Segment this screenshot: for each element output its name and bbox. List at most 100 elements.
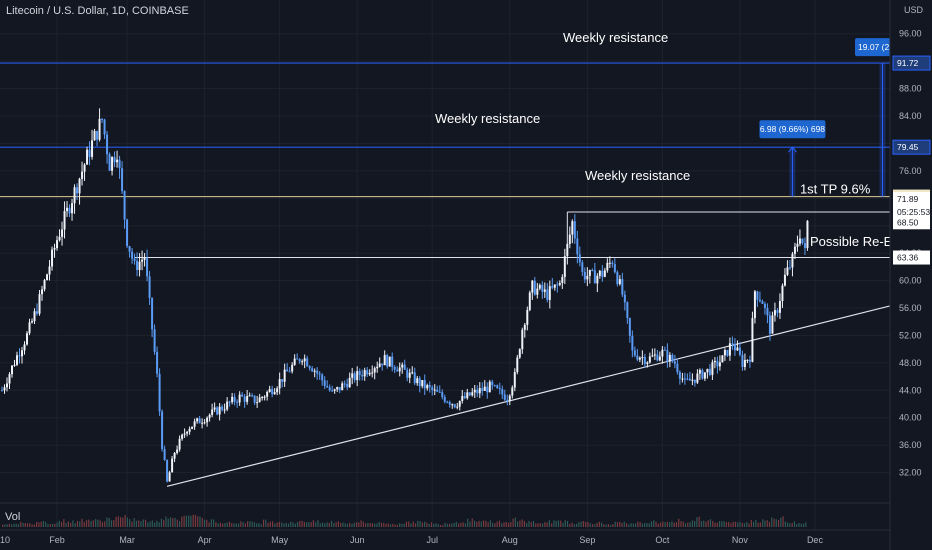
volume-bar <box>310 522 312 527</box>
volume-bar <box>226 522 228 527</box>
volume-label: Vol <box>5 511 20 523</box>
volume-bar <box>625 523 628 527</box>
volume-bar <box>596 522 598 527</box>
volume-bar <box>748 523 750 527</box>
volume-bar <box>428 523 430 527</box>
candle-body <box>321 374 324 381</box>
volume-bar <box>589 523 591 527</box>
candle-body <box>513 372 516 388</box>
x-tick-label: Nov <box>732 535 749 545</box>
candle-body <box>158 373 161 412</box>
candle-body <box>496 385 499 389</box>
candle-body <box>6 383 9 388</box>
volume-bar <box>271 521 274 527</box>
volume-bar <box>26 523 29 527</box>
candle-body <box>461 396 464 401</box>
price-tag-box <box>893 192 930 207</box>
y-tick-label: 40.00 <box>899 413 922 423</box>
candle-body <box>791 253 794 268</box>
volume-bar <box>81 518 83 527</box>
volume-bar <box>83 522 85 527</box>
volume-bar <box>573 524 575 527</box>
price-tag-box <box>892 139 931 155</box>
volume-bar <box>135 520 138 527</box>
candle-body <box>721 355 724 363</box>
candle-body <box>196 418 199 422</box>
volume-bar <box>489 520 492 527</box>
candle-body <box>733 344 736 351</box>
volume-bar <box>42 520 45 527</box>
candle-body <box>518 349 521 358</box>
annotations: Weekly resistance Weekly resistance Weekly… <box>435 30 914 249</box>
candle-body <box>113 157 116 163</box>
candle-body <box>291 364 294 372</box>
volume-bar <box>383 523 385 527</box>
volume-bar <box>480 521 482 527</box>
volume-bar <box>410 523 412 527</box>
volume-bar <box>437 524 439 527</box>
volume-bar <box>394 524 396 527</box>
volume-bar <box>79 521 81 527</box>
volume-bar <box>507 522 510 527</box>
volume-bar <box>113 520 115 527</box>
candle-body <box>86 149 89 165</box>
volume-bar <box>117 516 119 527</box>
volume-bar <box>782 516 784 527</box>
candle-body <box>531 280 534 293</box>
candle-body <box>401 364 404 368</box>
volume-bar <box>269 521 271 527</box>
candle-body <box>558 283 561 285</box>
volume-bar <box>791 522 793 527</box>
volume-bar <box>439 524 442 527</box>
candle-body <box>773 310 776 316</box>
volume-bar <box>458 523 460 527</box>
volume-bar <box>557 520 560 527</box>
volume-bar <box>301 520 303 527</box>
grid <box>0 0 890 530</box>
volume-bar <box>405 521 408 527</box>
volume-bar <box>235 523 237 527</box>
candle-body <box>18 355 21 357</box>
volume-bar <box>371 523 374 527</box>
time-axis[interactable]: Feb Mar Apr May Jun Jul Aug Sep Oct Nov Dec 10 <box>0 535 823 545</box>
candle-body <box>41 289 44 295</box>
volume-bar <box>129 519 131 527</box>
resistance-levels <box>0 62 890 259</box>
volume-bar <box>607 524 609 527</box>
candle-body <box>226 401 229 410</box>
candle-body <box>451 404 454 406</box>
candle-body <box>453 404 456 408</box>
candle-body <box>421 380 424 387</box>
volume-bar <box>408 521 410 527</box>
y-tick-label: 52.00 <box>899 330 922 340</box>
candle-body <box>536 288 539 295</box>
candle-body <box>593 270 596 284</box>
candle-body <box>746 359 749 361</box>
volume-bar <box>610 524 612 527</box>
candle-body <box>408 372 411 378</box>
volume-bar <box>2 524 4 527</box>
volume-bar <box>231 523 233 527</box>
candle-body <box>186 431 189 434</box>
volume-bar <box>678 518 680 527</box>
candle-body <box>301 361 304 363</box>
volume-bar <box>682 521 684 527</box>
candle-body <box>568 234 571 244</box>
volume-bar <box>140 521 142 527</box>
volume-bar <box>344 523 346 527</box>
candle-body <box>68 207 71 214</box>
candle-body <box>323 380 326 387</box>
volume-bar <box>387 523 389 527</box>
volume-bar <box>312 520 315 527</box>
volume-bar <box>174 517 176 527</box>
candle-body <box>613 264 616 273</box>
volume-bar <box>448 523 451 527</box>
volume-bar <box>680 521 682 527</box>
candle-body <box>338 387 341 391</box>
candle-body <box>168 472 171 482</box>
chart-title: Litecoin / U.S. Dollar, 1D, COINBASE <box>6 5 189 17</box>
candle-body <box>426 385 429 389</box>
volume-bar <box>20 521 22 527</box>
candle-body <box>266 392 269 397</box>
